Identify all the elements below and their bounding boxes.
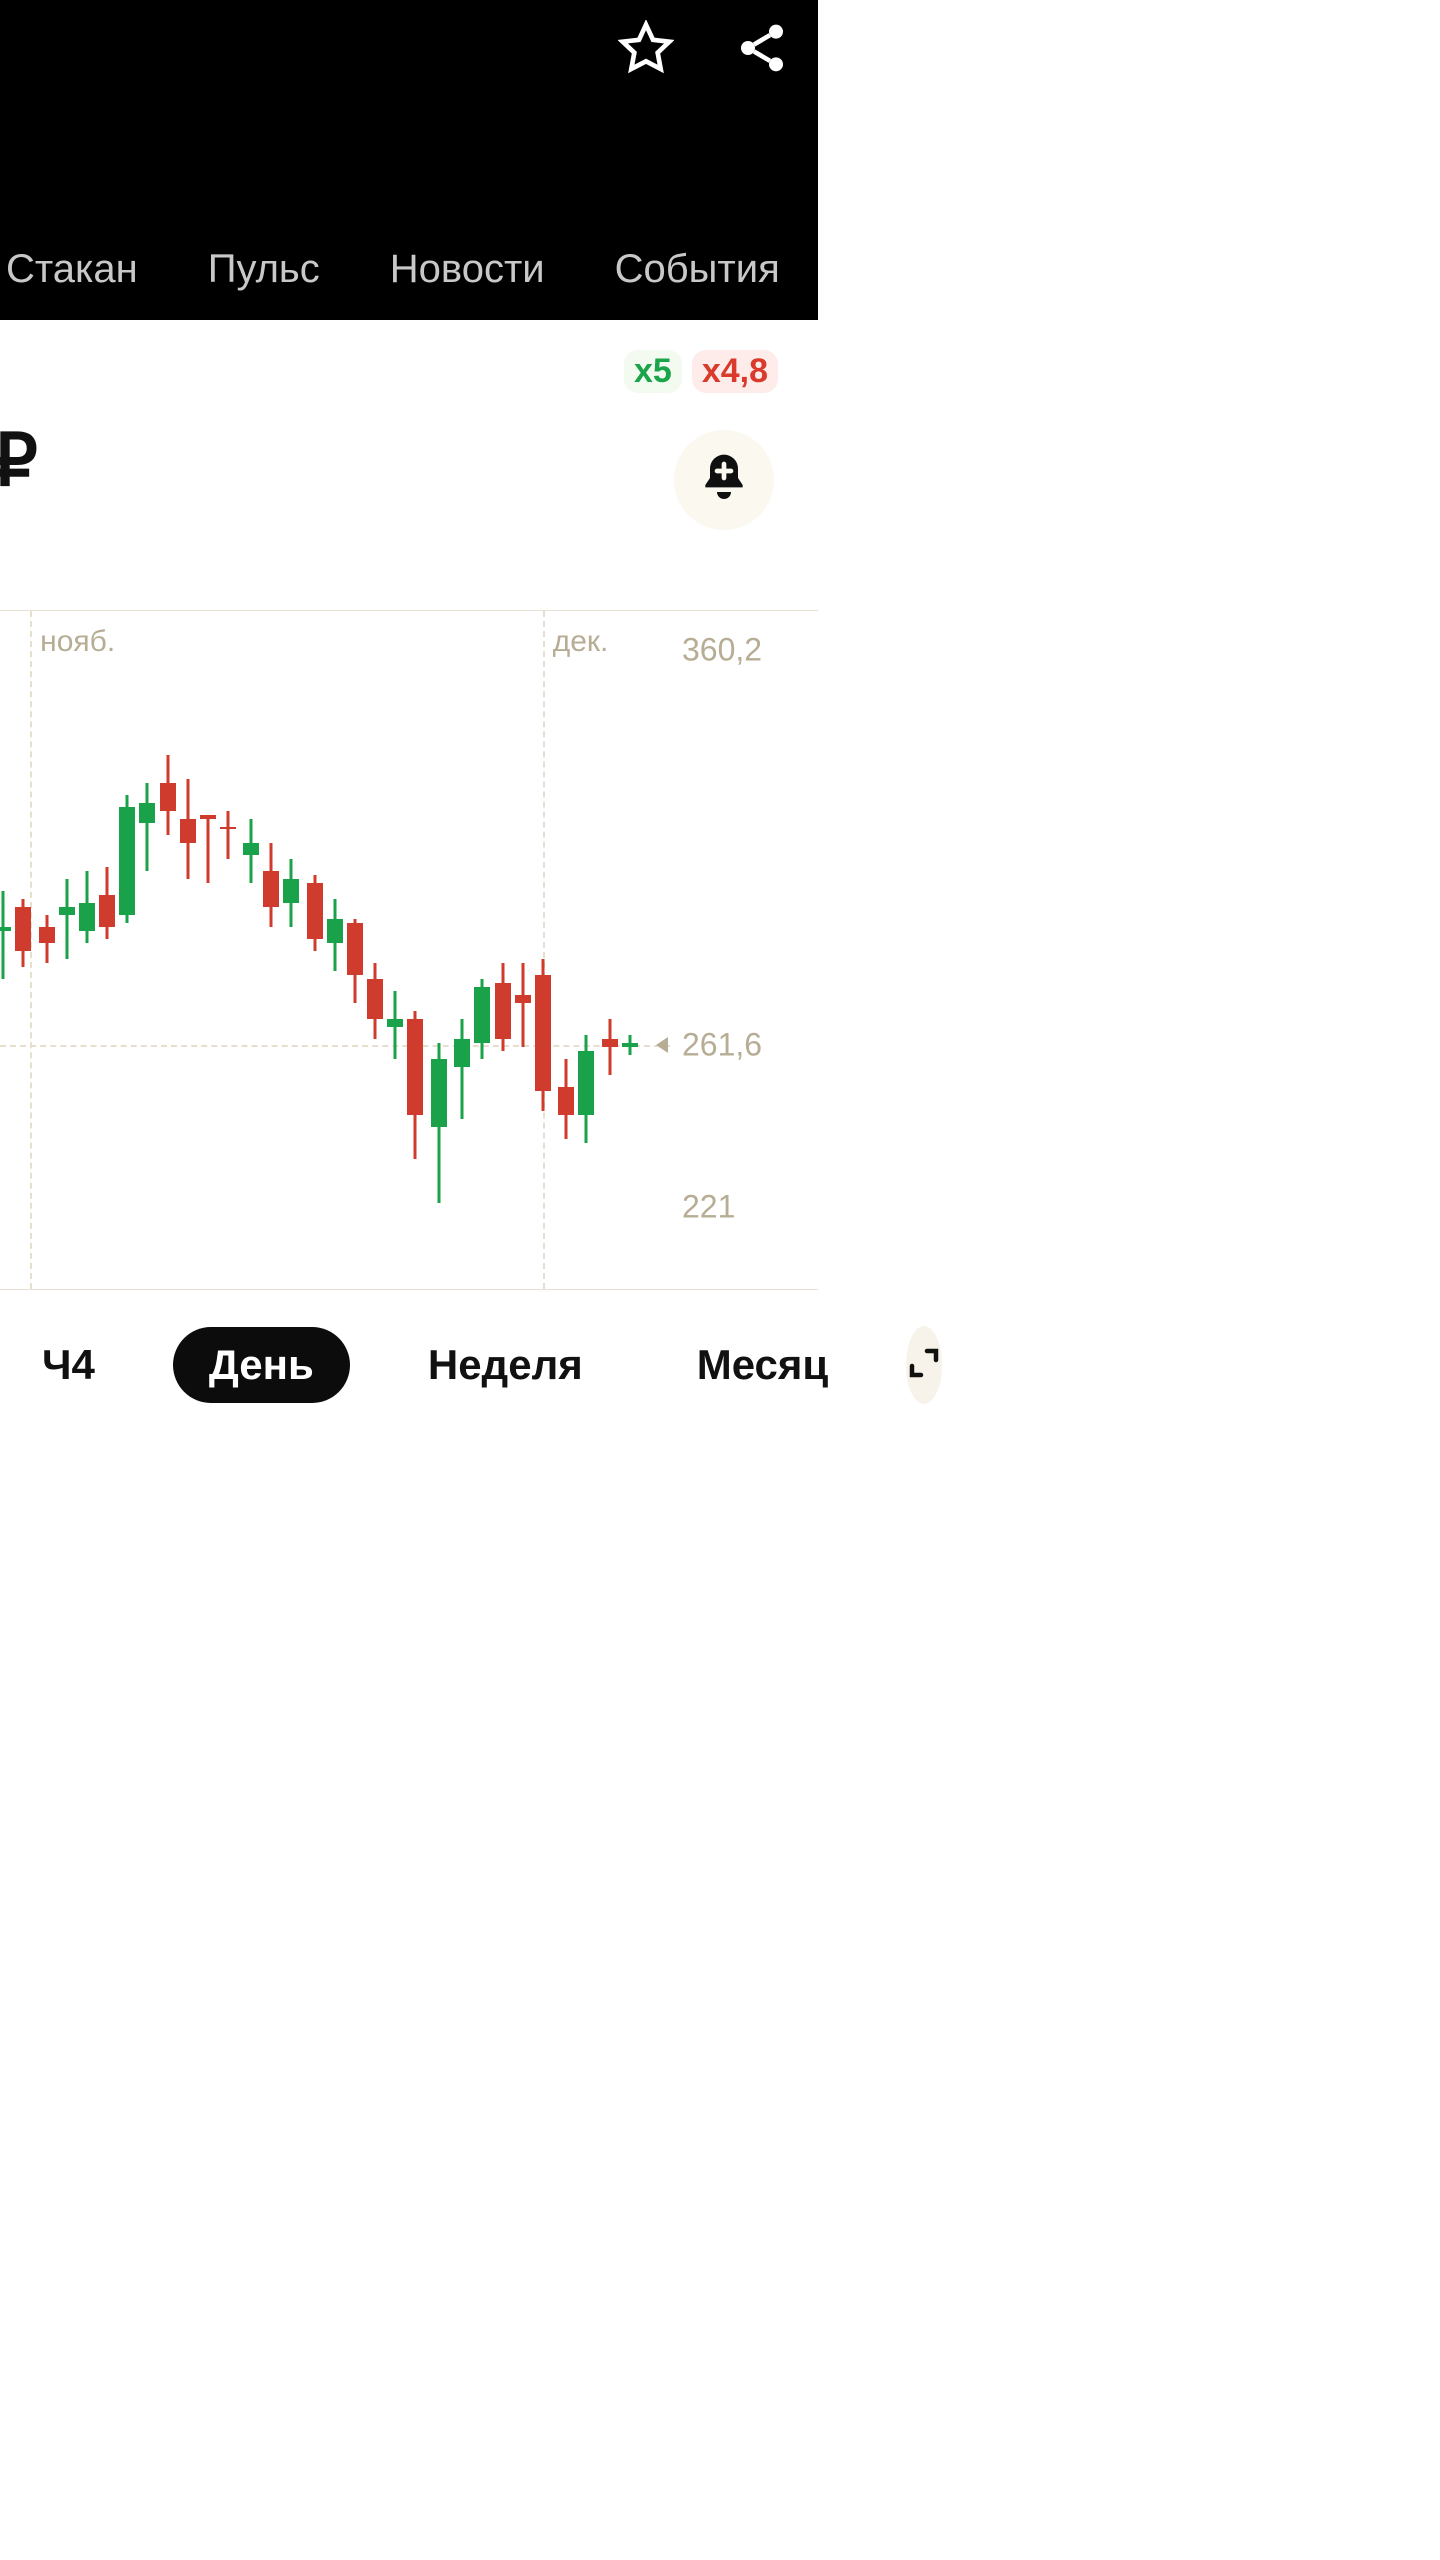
section-tabs: Стакан Пульс Новости События <box>0 247 818 292</box>
candle <box>263 611 279 1291</box>
candle <box>180 611 196 1291</box>
candle <box>431 611 447 1291</box>
candle <box>119 611 135 1291</box>
candle <box>327 611 343 1291</box>
candle <box>602 611 618 1291</box>
candle <box>283 611 299 1291</box>
candle <box>79 611 95 1291</box>
candle <box>15 611 31 1291</box>
y-axis: 360,2 261,6 221 <box>670 611 818 1289</box>
candle <box>307 611 323 1291</box>
tab-pulse[interactable]: Пульс <box>208 247 320 292</box>
timeframe-row: Ч4 День Неделя Месяц <box>0 1290 818 1440</box>
candle <box>535 611 551 1291</box>
currency-symbol: ₽ <box>0 418 38 502</box>
timeframe-h4[interactable]: Ч4 <box>6 1327 131 1403</box>
candle <box>474 611 490 1291</box>
fullscreen-button[interactable] <box>906 1326 942 1404</box>
alert-button[interactable] <box>674 430 774 530</box>
y-axis-label: 360,2 <box>682 632 762 669</box>
timeframe-week[interactable]: Неделя <box>392 1327 619 1403</box>
timeframe-day[interactable]: День <box>173 1327 350 1403</box>
top-bar: Стакан Пульс Новости События <box>0 0 818 320</box>
candle <box>200 611 216 1291</box>
y-axis-label: 261,6 <box>682 1026 762 1063</box>
candle <box>59 611 75 1291</box>
tab-news[interactable]: Новости <box>390 247 545 292</box>
leverage-long-badge: x5 <box>624 350 682 393</box>
timeframe-month[interactable]: Месяц <box>661 1327 864 1403</box>
tab-events[interactable]: События <box>615 247 780 292</box>
candle <box>454 611 470 1291</box>
candle <box>578 611 594 1291</box>
fullscreen-icon <box>906 1345 942 1386</box>
bell-plus-icon <box>696 450 752 511</box>
candle <box>243 611 259 1291</box>
candle <box>160 611 176 1291</box>
candle <box>139 611 155 1291</box>
candle <box>495 611 511 1291</box>
candle <box>407 611 423 1291</box>
share-icon[interactable] <box>734 20 790 81</box>
price-arrow-icon <box>656 1037 668 1053</box>
tab-stakan[interactable]: Стакан <box>6 247 138 292</box>
ticker-info: x5 x4,8 ₽ <box>0 320 818 610</box>
candle <box>387 611 403 1291</box>
favorite-icon[interactable] <box>618 20 674 81</box>
candle <box>347 611 363 1291</box>
candle <box>0 611 11 1291</box>
candle <box>367 611 383 1291</box>
candle <box>558 611 574 1291</box>
candle <box>99 611 115 1291</box>
leverage-short-badge: x4,8 <box>692 350 778 393</box>
candle <box>220 611 236 1291</box>
candle <box>39 611 55 1291</box>
candlestick-chart[interactable]: нояб.дек. 360,2261,6221 <box>0 610 818 1290</box>
candle <box>622 611 638 1291</box>
candle <box>515 611 531 1291</box>
y-axis-label: 221 <box>682 1189 735 1226</box>
